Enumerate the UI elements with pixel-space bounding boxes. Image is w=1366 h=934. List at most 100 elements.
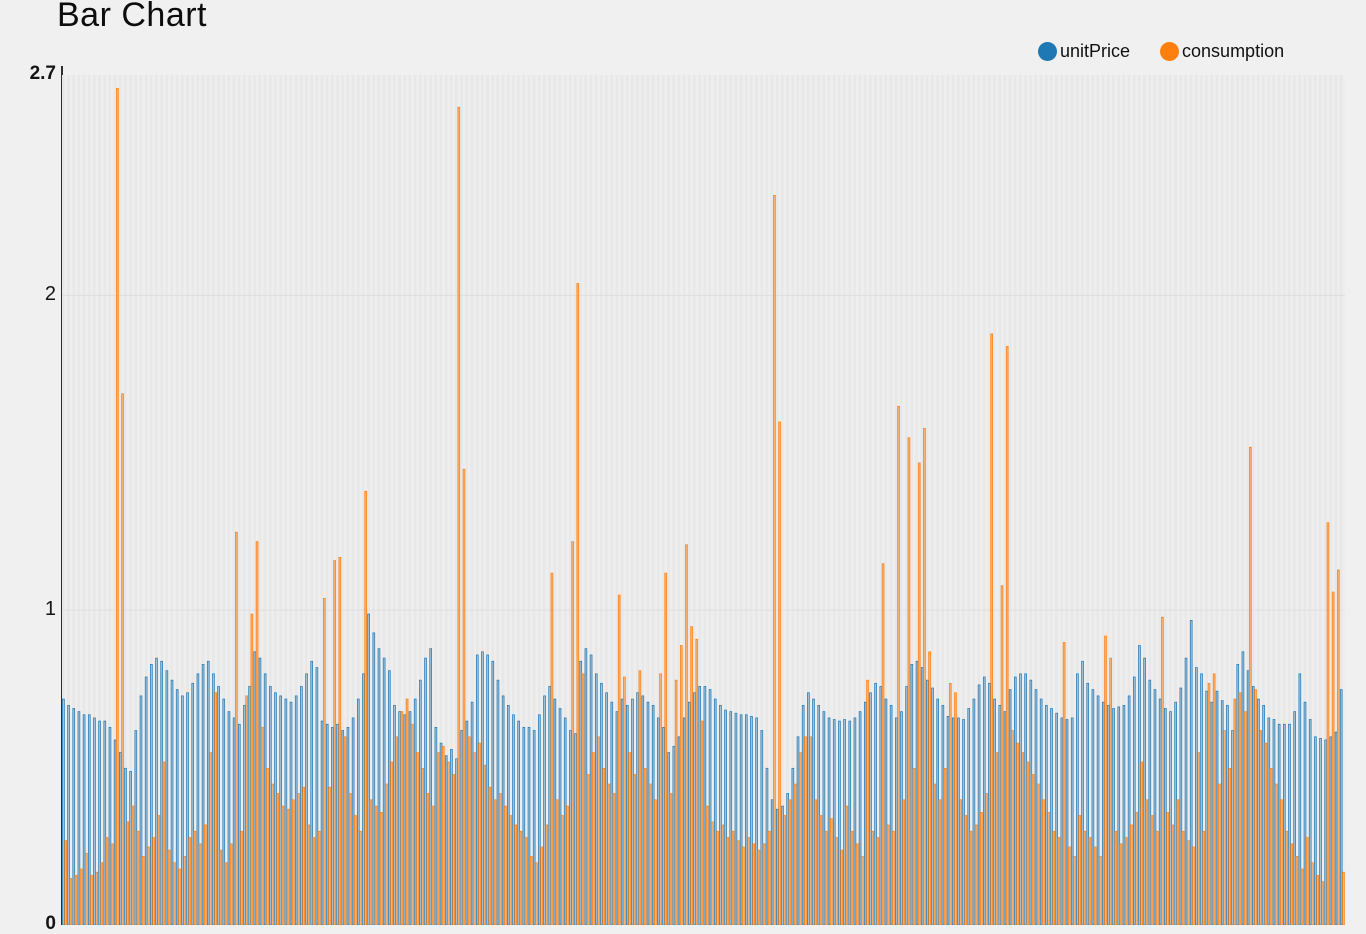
bar-unitprice <box>1008 689 1012 925</box>
bar-unitprice <box>356 698 360 925</box>
bar-consumption <box>1124 837 1128 925</box>
bar-unitprice <box>310 660 314 925</box>
bar-consumption <box>643 767 647 925</box>
bar-consumption <box>1316 874 1319 925</box>
bar-unitprice <box>274 692 277 925</box>
bar-consumption <box>416 752 419 925</box>
bar-unitprice <box>1143 657 1146 925</box>
bar-consumption <box>1233 698 1237 925</box>
bar-consumption <box>659 673 662 925</box>
bar-unitprice <box>1231 730 1234 925</box>
bar-consumption <box>571 541 574 925</box>
bar-consumption <box>116 87 119 925</box>
bar-consumption <box>240 830 243 925</box>
bar-consumption <box>788 799 792 925</box>
bar-consumption <box>1176 799 1180 925</box>
bar-unitprice <box>858 711 862 925</box>
bar-unitprice <box>889 704 893 925</box>
bar-consumption <box>597 736 600 925</box>
bar-consumption <box>793 783 797 925</box>
bar-consumption <box>1057 837 1061 925</box>
bar-unitprice <box>413 698 417 925</box>
bar-consumption <box>705 805 709 925</box>
bar-unitprice <box>941 704 945 925</box>
bar-unitprice <box>646 701 650 925</box>
bar-consumption <box>1088 837 1092 925</box>
bar-unitprice <box>134 730 138 925</box>
bar-consumption <box>1254 689 1257 925</box>
bar-unitprice <box>1019 673 1022 925</box>
bar-consumption <box>509 815 512 925</box>
bar-unitprice <box>522 727 526 925</box>
bar-unitprice <box>791 767 795 925</box>
bar-unitprice <box>289 701 293 925</box>
bar-consumption <box>679 645 683 925</box>
bar-consumption <box>948 682 952 925</box>
bar-unitprice <box>150 664 153 925</box>
bar-unitprice <box>946 715 950 925</box>
bar-consumption <box>923 427 926 925</box>
bar-unitprice <box>812 698 815 925</box>
bar-unitprice <box>957 717 960 925</box>
legend-item-unitprice[interactable]: unitPrice <box>1038 41 1130 62</box>
bar-consumption <box>74 874 78 925</box>
bar-unitprice <box>667 752 670 925</box>
bar-unitprice <box>269 686 272 925</box>
bar-unitprice <box>698 686 702 925</box>
bar-unitprice <box>67 704 70 925</box>
bar-unitprice <box>284 698 288 925</box>
bar-consumption <box>452 774 455 925</box>
bar-unitprice <box>982 676 986 925</box>
bar-unitprice <box>139 695 143 925</box>
bar-unitprice <box>1065 719 1069 925</box>
bar-unitprice <box>1169 711 1172 925</box>
bar-consumption <box>881 563 885 925</box>
bar-unitprice <box>1112 708 1115 925</box>
bar-unitprice <box>1117 706 1121 925</box>
bar-consumption <box>1228 767 1231 925</box>
bar-consumption <box>1218 783 1221 925</box>
bar-consumption <box>742 846 745 925</box>
bar-consumption <box>229 843 233 925</box>
plot-area <box>62 75 1345 925</box>
bar-unitprice <box>1236 664 1240 925</box>
bar-unitprice <box>848 720 852 925</box>
bar-unitprice <box>1003 711 1007 925</box>
bar-unitprice <box>460 730 464 925</box>
bar-consumption <box>974 824 978 925</box>
bar-consumption <box>897 405 900 925</box>
bar-unitprice <box>1081 660 1084 925</box>
bar-consumption <box>245 695 249 925</box>
bar-unitprice <box>444 755 448 925</box>
bar-unitprice <box>853 717 857 925</box>
bar-consumption <box>1062 642 1066 925</box>
bar-consumption <box>633 774 637 925</box>
bar-consumption <box>69 878 73 925</box>
bar-unitprice <box>1314 736 1317 925</box>
bar-consumption <box>162 761 166 925</box>
bar-consumption <box>959 799 962 925</box>
bar-consumption <box>824 830 828 925</box>
bar-consumption <box>1259 730 1262 925</box>
legend-item-consumption[interactable]: consumption <box>1160 41 1284 62</box>
bar-unitprice <box>817 704 821 925</box>
bar-consumption <box>607 783 611 925</box>
bar-consumption <box>131 805 135 925</box>
bar-unitprice <box>677 736 681 925</box>
bar-unitprice <box>517 720 520 925</box>
bar-consumption <box>390 761 393 925</box>
bar-unitprice <box>481 651 484 925</box>
bar-unitprice <box>196 673 200 925</box>
bar-unitprice <box>843 719 846 925</box>
bar-unitprice <box>367 613 370 925</box>
bar-unitprice <box>657 717 660 925</box>
bar-unitprice <box>1241 651 1245 925</box>
bar-unitprice <box>729 711 733 925</box>
bar-unitprice <box>155 657 158 925</box>
bar-consumption <box>778 421 781 925</box>
bar-unitprice <box>507 704 510 925</box>
bar-consumption <box>933 783 937 925</box>
bar-unitprice <box>863 701 867 925</box>
bar-unitprice <box>300 686 303 925</box>
